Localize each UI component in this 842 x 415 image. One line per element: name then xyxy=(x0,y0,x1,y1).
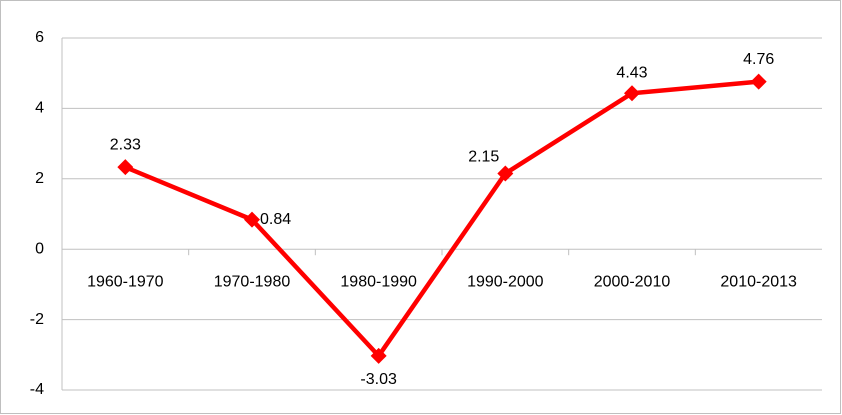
y-tick-label: 2 xyxy=(35,170,44,187)
marker xyxy=(244,211,260,228)
x-tick-label: 2000-2010 xyxy=(594,273,671,290)
data-line xyxy=(124,79,759,359)
marker xyxy=(624,85,640,102)
data-label: -3.03 xyxy=(360,371,397,388)
y-tick-label: 0 xyxy=(35,240,44,257)
marker xyxy=(497,165,514,182)
x-tick-label: 1960-1970 xyxy=(87,273,164,290)
data-label: 2.15 xyxy=(468,149,499,166)
marker xyxy=(117,159,134,176)
marker xyxy=(370,347,387,364)
x-tick-label: 1990-2000 xyxy=(467,273,544,290)
y-tick-label: 6 xyxy=(35,29,44,46)
x-tick-label: 2010-2013 xyxy=(720,273,797,290)
y-tick-label: -2 xyxy=(30,311,44,328)
x-tick-label: 1970-1980 xyxy=(214,273,291,290)
data-label: 0.84 xyxy=(260,211,291,228)
x-tick-label: 1980-1990 xyxy=(340,273,417,290)
data-label: 2.33 xyxy=(110,136,141,153)
y-tick-label: -4 xyxy=(30,381,44,398)
data-label: 4.43 xyxy=(616,64,647,81)
data-label: 4.76 xyxy=(743,51,774,68)
marker xyxy=(750,73,767,90)
y-tick-label: 4 xyxy=(35,100,44,117)
